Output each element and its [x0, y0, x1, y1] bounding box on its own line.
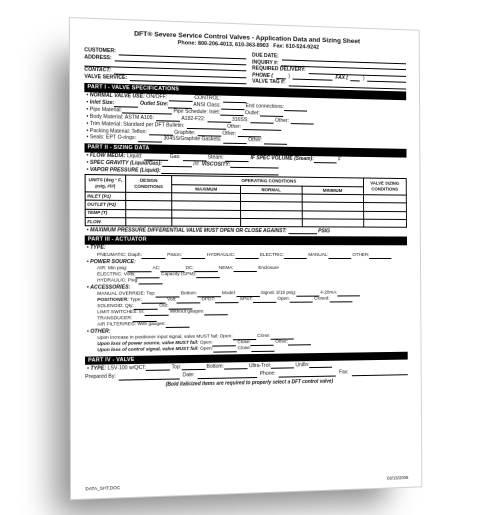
fax-field-label: FAX (	[335, 74, 348, 81]
document-preview: DFT® Severe Service Control Valves - App…	[0, 0, 500, 515]
phone-label: PHONE (	[252, 72, 273, 79]
footer: DATA_SHT.DOC 03/15/2005	[85, 475, 408, 492]
part3-list: TYPE: PNEUMATIC: Diaph: Piston: HYDRAULI…	[85, 245, 408, 354]
operating-conditions-table: UNITS (deg ° F, psig, #/#) DESIGN CONDIT…	[85, 174, 407, 228]
part1-list: NORMAL VALVE USE: ON/OFF: CONTROL: Inlet…	[84, 92, 406, 147]
form-sheet: DFT® Severe Service Control Valves - App…	[69, 17, 422, 500]
max-diff-label: MAXIMUM PRESSURE DIFFERENTIAL VALVE MUST…	[90, 226, 287, 233]
valve-service-label: VALVE SERVICE:	[84, 73, 127, 81]
doc-rev: 03/15/2005	[387, 475, 408, 481]
valve-tag-label: VALVE TAG #:	[252, 78, 285, 85]
part3-header: PART III - ACTUATOR	[85, 235, 407, 245]
doc-name: DATA_SHT.DOC	[85, 485, 120, 492]
